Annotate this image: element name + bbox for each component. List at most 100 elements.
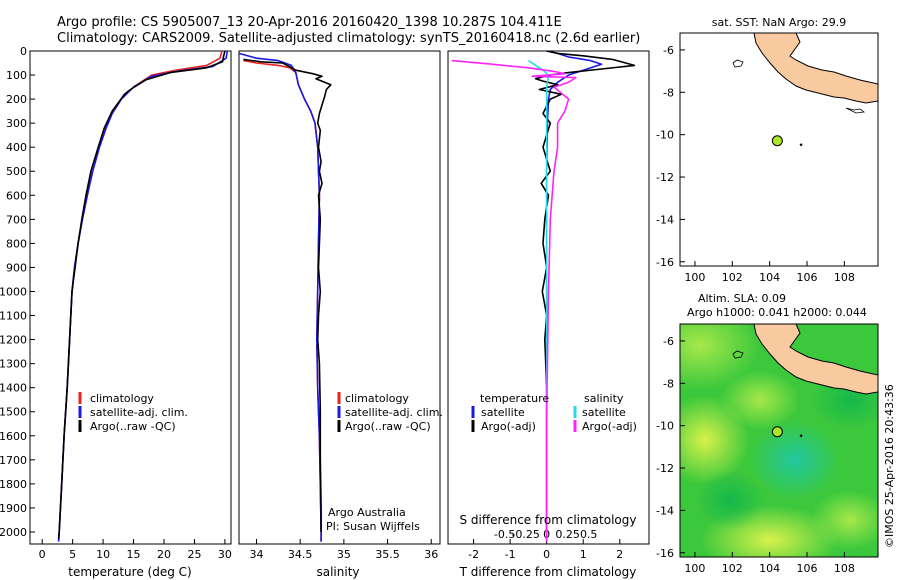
map-y-tick-label: -6 bbox=[663, 335, 674, 348]
sla-anomaly-low bbox=[695, 470, 765, 530]
sla-anomaly-high bbox=[680, 324, 760, 390]
depth-tick-label: 500 bbox=[6, 165, 27, 178]
map-y-tick-label: -6 bbox=[663, 44, 674, 57]
sla-anomaly-high bbox=[810, 490, 878, 550]
depth-tick-label: 900 bbox=[6, 261, 27, 274]
map-x-tick-label: 106 bbox=[797, 562, 818, 575]
imos-credit: ©IMOS 25-Apr-2016 20:43:36 bbox=[883, 384, 896, 548]
s-difference-xlabel: S difference from climatology bbox=[460, 513, 637, 527]
depth-tick-label: 300 bbox=[6, 117, 27, 130]
s-difference-tick-label: 0.25 bbox=[555, 528, 580, 541]
depth-tick-label: 400 bbox=[6, 141, 27, 154]
depth-tick-label: 1100 bbox=[0, 310, 27, 323]
sla-map-axes: 100 102 104 106 108 -6 -8 -10 -12 -14 -16 bbox=[656, 335, 855, 575]
sst-map-frame bbox=[679, 32, 879, 267]
figure-title-line1: Argo profile: CS 5905007_13 20-Apr-2016 … bbox=[57, 15, 562, 30]
difference-x-tick-label: -1 bbox=[505, 548, 516, 561]
argo-float-position bbox=[771, 135, 783, 147]
series-line-s-satellite bbox=[527, 59, 550, 542]
salinity-x-tick-label: 36 bbox=[424, 548, 438, 561]
s-difference-tick-label: 0.5 bbox=[580, 528, 598, 541]
temperature-x-tick-label: 10 bbox=[96, 548, 110, 561]
depth-tick-label: 700 bbox=[6, 213, 27, 226]
sla-anomaly-low bbox=[750, 420, 840, 500]
temperature-x-tick-label: 25 bbox=[187, 548, 201, 561]
difference-legend: temperature salinity satellite Argo(-adj… bbox=[471, 392, 637, 433]
land-sumatra-java bbox=[753, 324, 878, 395]
difference-x-tick-label: 1 bbox=[580, 548, 587, 561]
salinity-x-tick-label: 35.5 bbox=[375, 548, 400, 561]
salinity-x-tick-label: 34 bbox=[249, 548, 263, 561]
depth-tick-label: 1900 bbox=[0, 502, 27, 515]
salinity-panel: 34 34.5 35 35.5 36 salinity climatology sate… bbox=[238, 50, 443, 579]
map-y-tick-label: -14 bbox=[656, 213, 674, 226]
difference-series bbox=[451, 50, 636, 542]
temperature-x-axis: 0 5 10 15 20 25 30 bbox=[39, 539, 232, 561]
depth-tick-label: 1600 bbox=[0, 430, 27, 443]
map-y-tick-label: -16 bbox=[656, 256, 674, 269]
temperature-x-tick-label: 5 bbox=[69, 548, 76, 561]
difference-panel: -2 -1 0 1 2-0.5-0.25 0 0.25 0.5 S difference fr… bbox=[447, 50, 650, 579]
sst-map-title: sat. SST: NaN Argo: 29.9 bbox=[712, 16, 846, 29]
map-x-tick-label: 108 bbox=[834, 562, 855, 575]
legend-title-salinity: salinity bbox=[584, 392, 624, 405]
series-line-t-argo-adj- bbox=[534, 50, 636, 542]
series-line-s-argo-adj- bbox=[451, 59, 577, 542]
sst-map-panel: sat. SST: NaN Argo: 29.9 100 102 104 106 108… bbox=[656, 16, 879, 284]
sst-map-content bbox=[732, 33, 878, 147]
legend-label-satellite: satellite-adj. clim. bbox=[90, 406, 188, 419]
legend-label-argo: Argo(..raw -QC) bbox=[345, 420, 431, 433]
depth-tick-label: 0 bbox=[20, 45, 27, 58]
sla-map-frame bbox=[679, 323, 879, 558]
s-difference-tick-label: -0.25 bbox=[511, 528, 539, 541]
map-x-tick-label: 104 bbox=[759, 271, 780, 284]
map-x-tick-label: 100 bbox=[684, 271, 705, 284]
legend-label-t-argo: Argo(-adj) bbox=[481, 420, 536, 433]
depth-tick-label: 600 bbox=[6, 189, 27, 202]
temperature-x-tick-label: 30 bbox=[218, 548, 232, 561]
depth-tick-label: 1000 bbox=[0, 285, 27, 298]
temperature-x-tick-label: 20 bbox=[157, 548, 171, 561]
map-y-tick-label: -10 bbox=[656, 129, 674, 142]
temperature-legend: climatology satellite-adj. clim. Argo(..… bbox=[78, 392, 188, 433]
legend-label-t-satellite: satellite bbox=[481, 406, 525, 419]
legend-label-s-satellite: satellite bbox=[582, 406, 626, 419]
salinity-x-tick-label: 35 bbox=[337, 548, 351, 561]
temperature-panel: 0100200300400500600700800900100011001200… bbox=[0, 45, 453, 579]
sla-map-panel: Altim. SLA: 0.09 Argo h1000: 0.041 h2000… bbox=[656, 292, 879, 575]
annotation-pi: PI: Susan Wijffels bbox=[326, 520, 420, 533]
legend-label-argo: Argo(..raw -QC) bbox=[90, 420, 176, 433]
land-sumatra-java bbox=[753, 33, 878, 104]
salinity-x-tick-label: 34.5 bbox=[288, 548, 313, 561]
map-y-tick-label: -16 bbox=[656, 547, 674, 560]
map-x-tick-label: 106 bbox=[797, 271, 818, 284]
legend-label-climatology: climatology bbox=[345, 392, 409, 405]
depth-tick-label: 1400 bbox=[0, 382, 27, 395]
legend-label-climatology: climatology bbox=[90, 392, 154, 405]
series-line-argo-raw-qc- bbox=[243, 58, 332, 532]
small-island bbox=[732, 350, 744, 359]
depth-tick-label: 1800 bbox=[0, 478, 27, 491]
depth-tick-label: 1500 bbox=[0, 406, 27, 419]
sla-map-field bbox=[680, 324, 878, 557]
legend-label-s-argo: Argo(-adj) bbox=[582, 420, 637, 433]
map-y-tick-label: -8 bbox=[663, 377, 674, 390]
temperature-x-tick-label: 0 bbox=[39, 548, 46, 561]
coast-detail bbox=[845, 107, 866, 114]
t-difference-xlabel: T difference from climatology bbox=[459, 565, 637, 579]
map-y-tick-label: -10 bbox=[656, 420, 674, 433]
map-x-tick-label: 102 bbox=[722, 271, 743, 284]
salinity-axes-frame bbox=[238, 50, 441, 545]
map-x-tick-label: 104 bbox=[759, 562, 780, 575]
legend-label-satellite: satellite-adj. clim. bbox=[345, 406, 443, 419]
map-x-tick-label: 108 bbox=[834, 271, 855, 284]
sla-map-title-line1: Altim. SLA: 0.09 bbox=[698, 292, 786, 305]
depth-tick-label: 800 bbox=[6, 237, 27, 250]
small-island bbox=[732, 59, 744, 68]
temperature-axes-frame bbox=[29, 50, 232, 545]
difference-x-tick-label: 0 bbox=[543, 548, 550, 561]
depth-tick-label: 100 bbox=[6, 69, 27, 82]
map-x-tick-label: 100 bbox=[684, 562, 705, 575]
legend-title-temperature: temperature bbox=[480, 392, 549, 405]
